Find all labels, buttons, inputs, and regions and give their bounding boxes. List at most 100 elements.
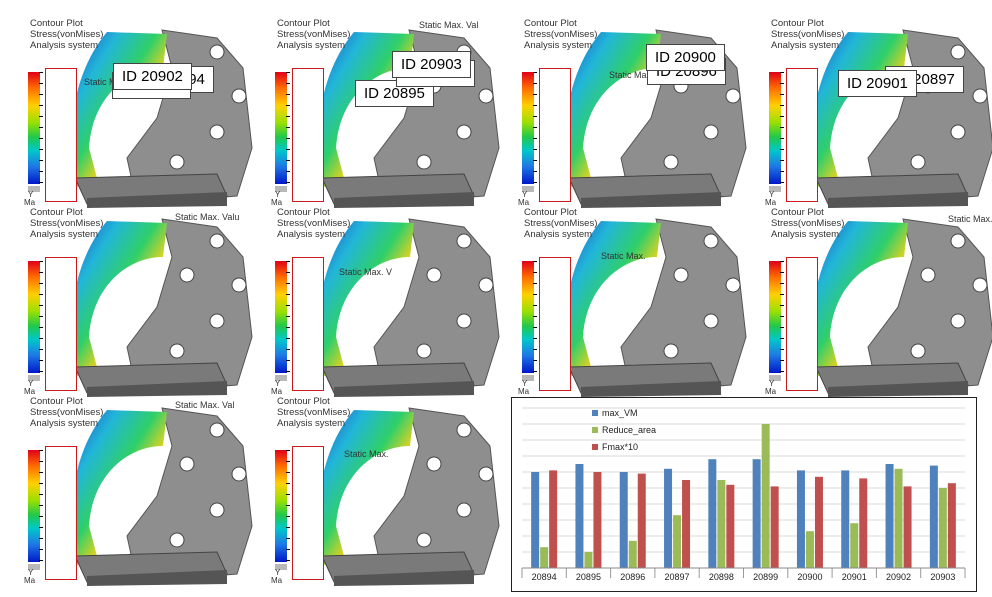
- color-legend-grey-swatch: [522, 186, 534, 192]
- bar-fmax-10-20897: [682, 480, 691, 568]
- color-legend-bar: [28, 72, 40, 184]
- panel-title: Contour Plot Stress(vonMises) Analysis s…: [277, 207, 350, 240]
- x-tick-label: 20898: [709, 572, 734, 582]
- bar-fmax-10-20895: [593, 472, 602, 568]
- axis-mark-ma: Ma: [271, 198, 283, 207]
- color-legend-grey-swatch: [275, 375, 287, 381]
- title-line-1: Contour Plot: [771, 207, 824, 218]
- axis-mark-ma: Ma: [271, 576, 283, 585]
- axis-mark-ma: Ma: [765, 198, 777, 207]
- redacted-values-box: [292, 68, 324, 202]
- color-legend-grey-swatch: [522, 375, 534, 381]
- axis-mark-ma: Ma: [24, 576, 36, 585]
- static-max-label: Static Max. Val: [175, 400, 235, 410]
- color-legend-grey-swatch: [275, 564, 287, 570]
- legend-label: Reduce_area: [602, 425, 656, 435]
- bracket-model-graphic: [564, 218, 747, 397]
- comparison-bar-chart: 20894 20895 20896 20897 20898 20899 20900 20901…: [511, 397, 977, 592]
- bar-max-vm-20897: [664, 468, 673, 568]
- bar-max-vm-20895: [575, 464, 584, 568]
- bar-reduce-area-20895: [584, 552, 593, 568]
- bar-max-vm-20896: [619, 472, 628, 568]
- panel-title: Contour Plot Stress(vonMises) Analysis s…: [771, 207, 844, 240]
- color-legend-grey-swatch: [275, 186, 287, 192]
- redacted-values-box: [45, 446, 77, 580]
- panel-title: Contour Plot Stress(vonMises) Analysis s…: [277, 18, 350, 51]
- panel-title: Contour Plot Stress(vonMises) Analysis s…: [30, 18, 103, 51]
- color-legend-grey-swatch: [28, 186, 40, 192]
- id-label-box: ID 20902: [113, 63, 192, 90]
- color-legend-ticks: [39, 261, 43, 373]
- title-line-1: Contour Plot: [277, 396, 330, 407]
- x-tick-label: 20897: [665, 572, 690, 582]
- title-line-1: Contour Plot: [277, 18, 330, 29]
- title-line-3: Analysis system: [771, 229, 840, 240]
- color-legend-bar: [275, 72, 287, 184]
- legend-label: Fmax*10: [602, 442, 638, 452]
- color-legend-ticks: [39, 450, 43, 562]
- contour-panel: Contour Plot Stress(vonMises) Analysis s…: [506, 203, 754, 399]
- bracket-model-graphic: [317, 218, 500, 397]
- color-legend-ticks: [286, 261, 290, 373]
- title-line-2: Stress(vonMises): [771, 218, 845, 229]
- contour-panel: Contour Plot Stress(vonMises) Analysis s…: [753, 14, 992, 210]
- contour-panel: Contour Plot Stress(vonMises) Analysis s…: [12, 203, 260, 399]
- bar-reduce-area-20898: [717, 480, 726, 568]
- bar-reduce-area-20901: [850, 523, 859, 568]
- redacted-values-box: [786, 257, 818, 391]
- axis-mark-y: Y: [28, 379, 34, 388]
- color-legend-grey-swatch: [769, 375, 781, 381]
- title-line-3: Analysis system: [771, 40, 840, 51]
- title-line-1: Contour Plot: [524, 207, 577, 218]
- title-line-3: Analysis system: [30, 40, 99, 51]
- title-line-3: Analysis system: [30, 229, 99, 240]
- color-legend-ticks: [533, 72, 537, 184]
- panel-title: Contour Plot Stress(vonMises) Analysis s…: [771, 18, 844, 51]
- bracket-model-graphic: [70, 407, 253, 586]
- bar-max-vm-20899: [752, 459, 761, 568]
- static-max-label: Static Max. Valu: [175, 212, 240, 222]
- title-line-2: Stress(vonMises): [524, 218, 598, 229]
- x-tick-label: 20900: [797, 572, 822, 582]
- bar-fmax-10-20894: [549, 470, 558, 568]
- x-tick-label: 20896: [620, 572, 645, 582]
- title-line-1: Contour Plot: [30, 207, 83, 218]
- bar-reduce-area-20896: [628, 540, 637, 568]
- redacted-values-box: [45, 68, 77, 202]
- static-max-label: Static Max. Val: [948, 214, 992, 224]
- title-line-2: Stress(vonMises): [277, 29, 351, 40]
- redacted-values-box: [292, 446, 324, 580]
- bar-reduce-area-20899: [761, 424, 770, 568]
- bar-fmax-10-20898: [726, 484, 735, 568]
- bracket-model-graphic: [70, 29, 253, 208]
- contour-panel: Contour Plot Stress(vonMises) Analysis s…: [12, 14, 260, 210]
- id-label-box: ID 20903: [392, 51, 471, 78]
- panel-title: Contour Plot Stress(vonMises) Analysis s…: [277, 396, 350, 429]
- static-max-label: Static Max. Val: [419, 20, 479, 30]
- bar-fmax-10-20902: [903, 486, 912, 568]
- bar-max-vm-20901: [841, 470, 850, 568]
- title-line-2: Stress(vonMises): [771, 29, 845, 40]
- bracket-model-graphic: [811, 29, 992, 208]
- axis-mark-y: Y: [275, 190, 281, 199]
- title-line-3: Analysis system: [524, 229, 593, 240]
- bracket-model-graphic: [70, 218, 253, 397]
- id-label-box: ID 20901: [838, 70, 917, 97]
- legend-swatch: [592, 444, 598, 450]
- title-line-3: Analysis system: [277, 229, 346, 240]
- legend-swatch: [592, 427, 598, 433]
- axis-mark-y: Y: [522, 190, 528, 199]
- static-max-label: Static Max.: [344, 449, 389, 459]
- color-legend-bar: [769, 72, 781, 184]
- axis-mark-ma: Ma: [518, 198, 530, 207]
- color-legend-bar: [769, 261, 781, 373]
- redacted-values-box: [292, 257, 324, 391]
- x-tick-label: 20902: [886, 572, 911, 582]
- x-tick-label: 20894: [532, 572, 557, 582]
- title-line-1: Contour Plot: [771, 18, 824, 29]
- title-line-2: Stress(vonMises): [277, 407, 351, 418]
- color-legend-ticks: [39, 72, 43, 184]
- axis-mark-y: Y: [28, 568, 34, 577]
- title-line-2: Stress(vonMises): [524, 29, 598, 40]
- axis-mark-ma: Ma: [765, 387, 777, 396]
